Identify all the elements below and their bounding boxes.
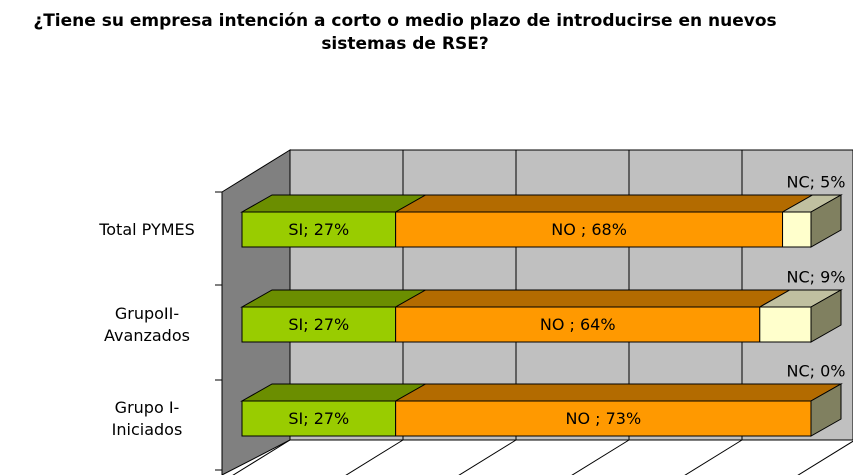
bar-top [240, 194, 428, 213]
bar [759, 306, 812, 343]
data-label: NC; 5% [787, 173, 846, 192]
chart-title: ¿Tiene su empresa intención a corto o me… [33, 11, 777, 54]
floor-grid-line [797, 440, 853, 475]
category-label: Total PYMES [99, 219, 195, 239]
data-label: SI; 27% [288, 409, 349, 428]
category-label: GrupoII-Avanzados [104, 303, 190, 345]
data-label: NO ; 64% [540, 315, 616, 334]
bar-end [810, 194, 842, 248]
category-label: Grupo I-Iniciados [111, 397, 183, 439]
bar [395, 211, 784, 248]
data-label: NC; 0% [787, 362, 846, 381]
bar [782, 211, 812, 248]
data-label: NO ; 73% [565, 409, 641, 428]
data-label: SI; 27% [288, 220, 349, 239]
bar-top [393, 289, 792, 308]
bar-end [810, 383, 842, 437]
bar-top [240, 383, 428, 402]
bar-top [393, 383, 843, 402]
data-label: NO ; 68% [551, 220, 627, 239]
bar-top [393, 194, 815, 213]
bar [241, 211, 397, 248]
floor-grid-line [458, 439, 517, 475]
data-label: SI; 27% [288, 315, 349, 334]
bar [241, 306, 397, 343]
bar [395, 400, 812, 437]
floor-grid-line [232, 439, 291, 475]
bar [241, 400, 397, 437]
bar-top [240, 289, 428, 308]
data-label: NC; 9% [787, 268, 846, 287]
floor-grid-line [345, 439, 404, 475]
floor-grid-line [571, 439, 630, 475]
bar-end [810, 289, 842, 343]
bar [395, 306, 761, 343]
floor-grid-line [684, 439, 743, 475]
